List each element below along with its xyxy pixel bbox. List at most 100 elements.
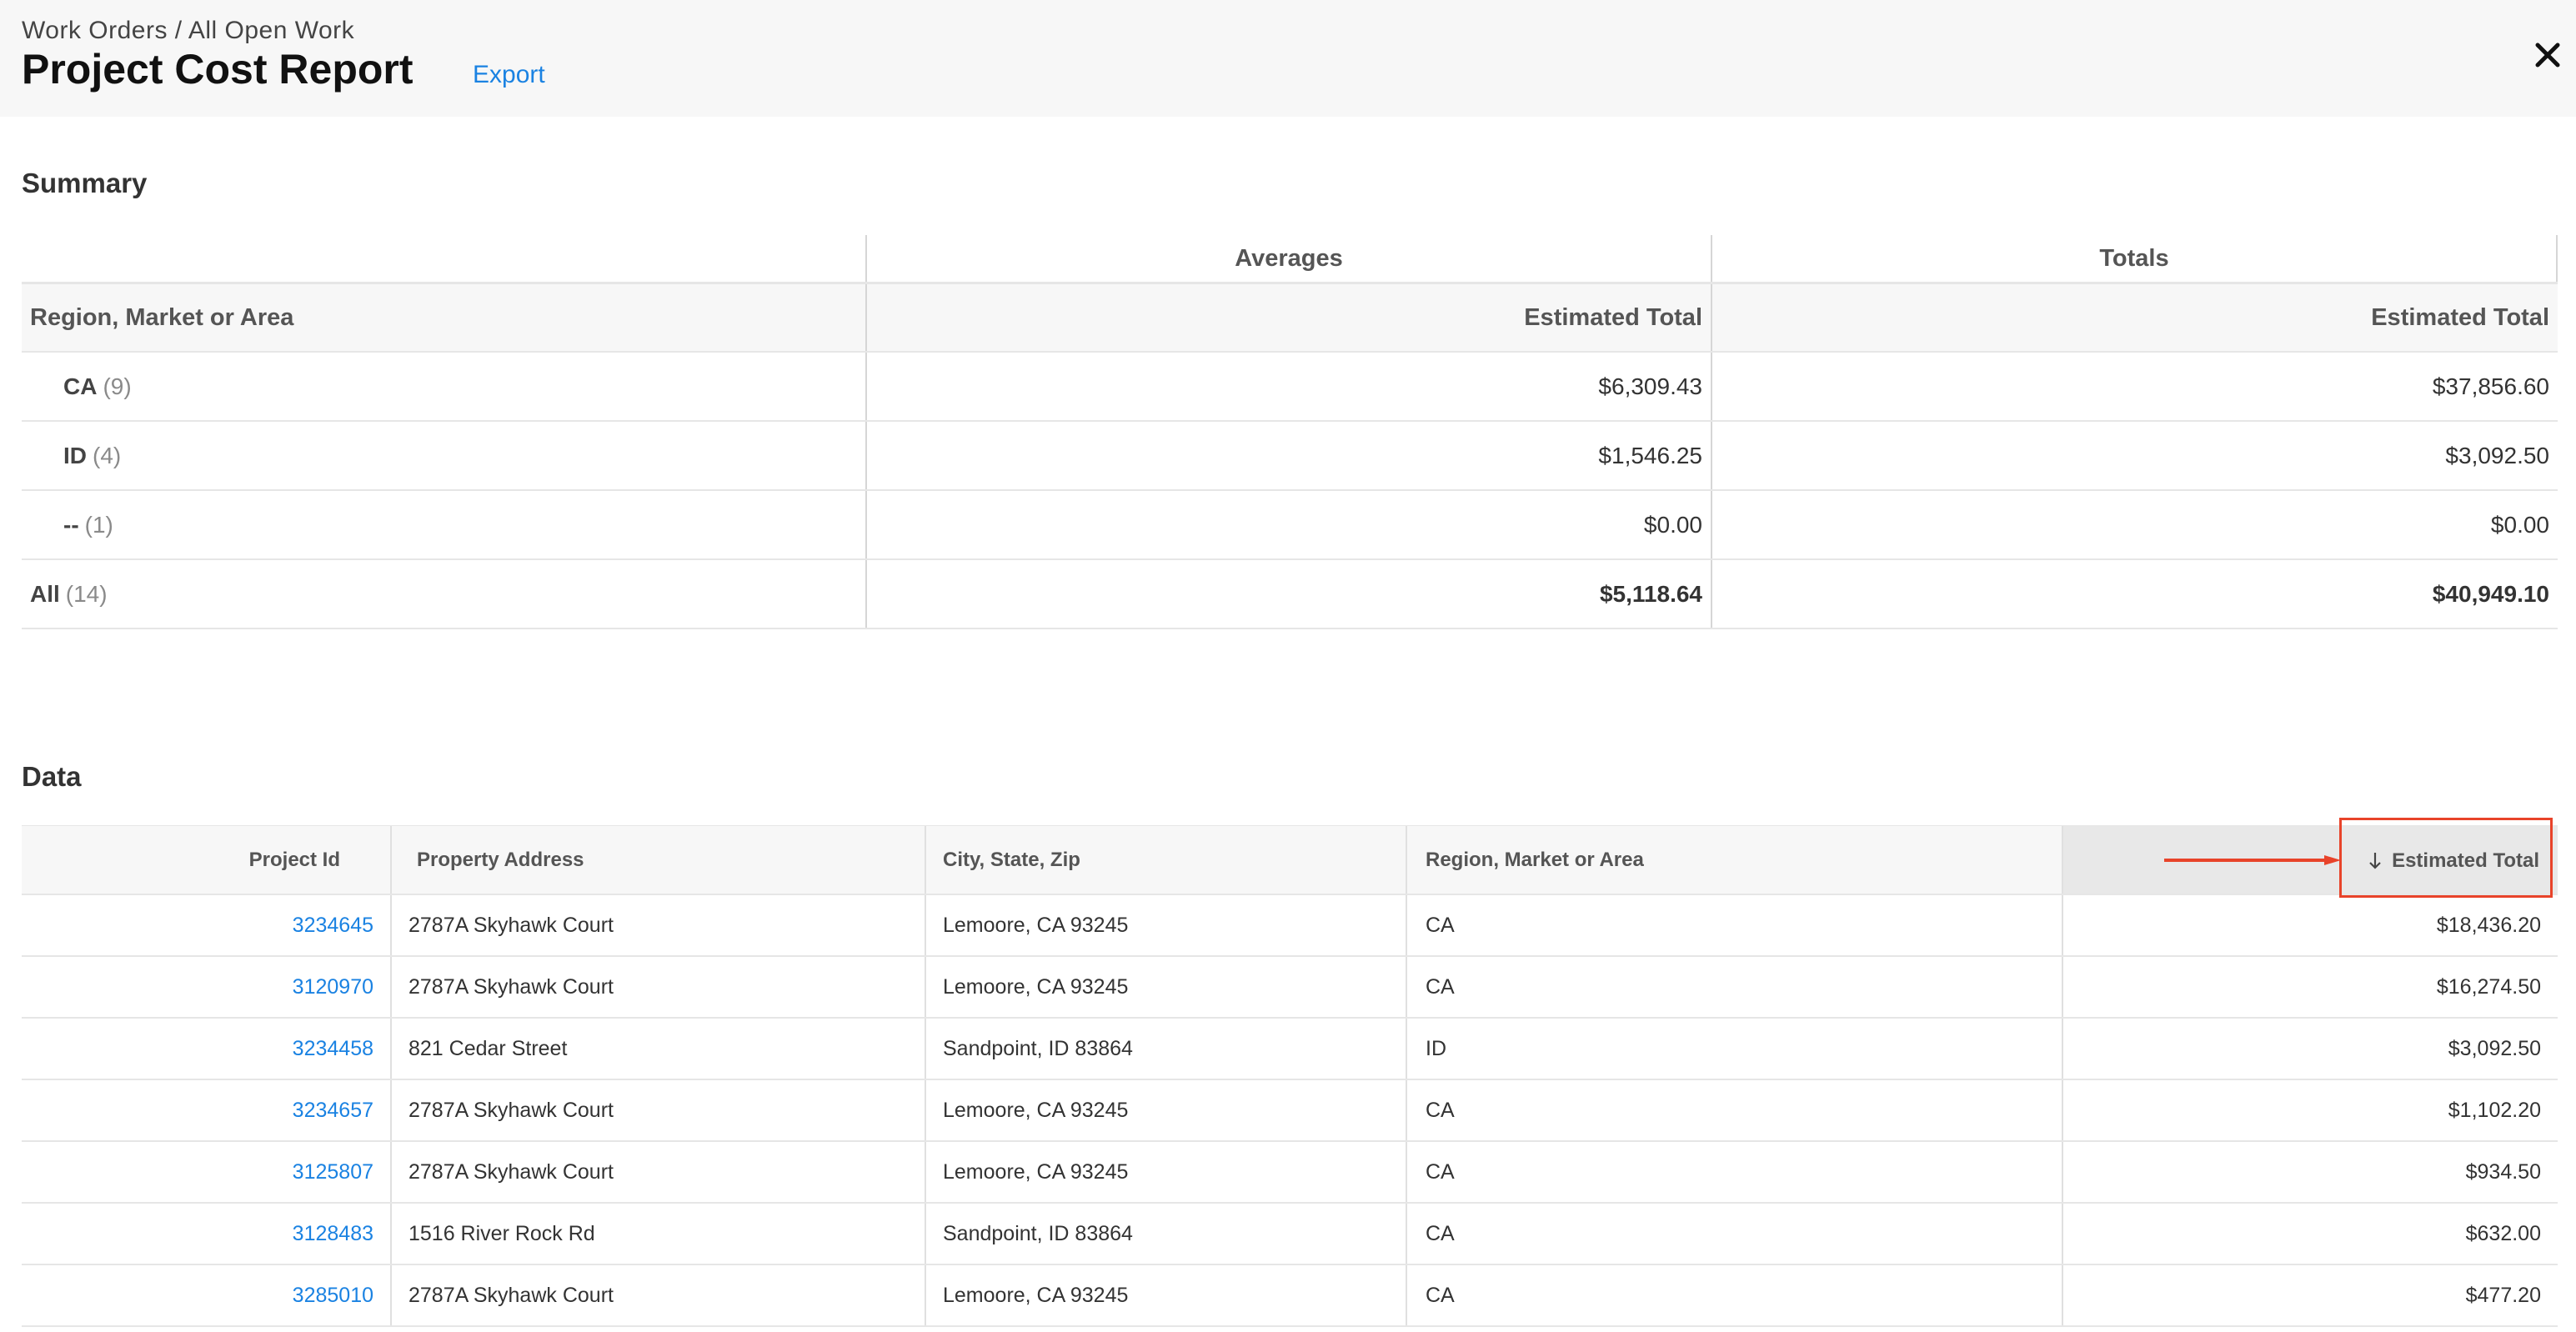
project-id-cell: 3128483 [22, 1204, 392, 1264]
summary-group-averages: Averages [867, 235, 1712, 282]
summary-all-cell: All (14) [22, 560, 867, 628]
table-row[interactable]: 3125807 2787A Skyhawk Court Lemoore, CA … [22, 1142, 2558, 1204]
col-project-id[interactable]: Project Id [22, 826, 392, 894]
city-state-zip-cell: Lemoore, CA 93245 [926, 1265, 1407, 1325]
summary-table: Averages Totals Region, Market or Area E… [22, 235, 2558, 629]
project-id-link[interactable]: 3234645 [292, 913, 373, 937]
city-state-zip-cell: Lemoore, CA 93245 [926, 1142, 1407, 1202]
estimated-total-cell: $1,102.20 [2448, 1098, 2541, 1122]
project-id-link[interactable]: 3234657 [292, 1098, 373, 1122]
property-address-cell: 2787A Skyhawk Court [392, 1142, 926, 1202]
summary-average-value: $6,309.43 [867, 353, 1712, 420]
summary-group-blank [22, 235, 867, 282]
property-address-cell: 2787A Skyhawk Court [392, 957, 926, 1017]
region-cell: ID [1407, 1019, 2063, 1079]
summary-group-header: Averages Totals [22, 235, 2558, 283]
summary-region-label: -- [63, 511, 79, 538]
summary-region-cell: CA (9) [22, 353, 867, 420]
summary-all-average: $5,118.64 [867, 560, 1712, 628]
project-id-cell: 3234657 [22, 1080, 392, 1140]
col-region[interactable]: Region, Market or Area [1407, 826, 2063, 894]
table-row[interactable]: 3234458 821 Cedar Street Sandpoint, ID 8… [22, 1019, 2558, 1080]
summary-col-avg-estimated-total[interactable]: Estimated Total [867, 284, 1712, 351]
summary-all-count: (14) [65, 580, 108, 607]
estimated-total-cell: $18,436.20 [2436, 913, 2541, 937]
header-bar: Work Orders / All Open Work Project Cost… [0, 0, 2576, 117]
page-title: Project Cost Report [22, 46, 413, 93]
estimated-total-cell: $16,274.50 [2436, 974, 2541, 999]
city-state-zip-cell: Sandpoint, ID 83864 [926, 1019, 1407, 1079]
project-id-link[interactable]: 3120970 [292, 974, 373, 999]
table-row[interactable]: 3285010 2787A Skyhawk Court Lemoore, CA … [22, 1265, 2558, 1327]
project-id-link[interactable]: 3128483 [292, 1221, 373, 1245]
summary-region-count: (1) [84, 511, 113, 538]
estimated-total-cell: $934.50 [2465, 1159, 2541, 1184]
col-city-state-zip[interactable]: City, State, Zip [926, 826, 1407, 894]
summary-average-value: $0.00 [867, 491, 1712, 558]
close-button[interactable] [2529, 37, 2566, 73]
estimated-total-cell: $3,092.50 [2448, 1036, 2541, 1060]
project-id-link[interactable]: 3125807 [292, 1159, 373, 1184]
summary-col-total-estimated-total[interactable]: Estimated Total [2371, 303, 2549, 331]
project-id-cell: 3125807 [22, 1142, 392, 1202]
region-cell: CA [1407, 1265, 2063, 1325]
data-table: Project Id Property Address City, State,… [22, 818, 2558, 1327]
summary-total-value: $37,856.60 [2432, 373, 2549, 399]
export-link[interactable]: Export [473, 61, 545, 88]
summary-row: CA (9) $6,309.43 $37,856.60 [22, 353, 2558, 422]
summary-total-value: $3,092.50 [2445, 442, 2549, 468]
region-cell: CA [1407, 1142, 2063, 1202]
summary-region-count: (9) [103, 373, 132, 399]
table-row[interactable]: 3234657 2787A Skyhawk Court Lemoore, CA … [22, 1080, 2558, 1142]
table-row[interactable]: 3120970 2787A Skyhawk Court Lemoore, CA … [22, 957, 2558, 1019]
summary-all-label: All [30, 580, 60, 607]
summary-region-cell: -- (1) [22, 491, 867, 558]
region-cell: CA [1407, 1204, 2063, 1264]
project-id-link[interactable]: 3234458 [292, 1036, 373, 1060]
close-icon [2535, 43, 2560, 68]
col-estimated-total-label: Estimated Total [2392, 849, 2539, 872]
annotation-arrow [2164, 855, 2341, 865]
estimated-total-cell: $632.00 [2465, 1221, 2541, 1245]
project-id-cell: 3234458 [22, 1019, 392, 1079]
summary-average-value: $1,546.25 [867, 422, 1712, 489]
property-address-cell: 2787A Skyhawk Court [392, 895, 926, 955]
table-row[interactable]: 3234645 2787A Skyhawk Court Lemoore, CA … [22, 895, 2558, 957]
summary-col-region[interactable]: Region, Market or Area [22, 284, 867, 351]
project-id-link[interactable]: 3285010 [292, 1283, 373, 1307]
city-state-zip-cell: Lemoore, CA 93245 [926, 1080, 1407, 1140]
project-id-cell: 3120970 [22, 957, 392, 1017]
summary-all-row: All (14) $5,118.64 $40,949.10 [22, 560, 2558, 629]
city-state-zip-cell: Sandpoint, ID 83864 [926, 1204, 1407, 1264]
property-address-cell: 1516 River Rock Rd [392, 1204, 926, 1264]
project-id-cell: 3234645 [22, 895, 392, 955]
summary-all-total: $40,949.10 [2432, 580, 2549, 607]
summary-column-header: Region, Market or Area Estimated Total E… [22, 283, 2558, 353]
data-column-header: Project Id Property Address City, State,… [22, 818, 2558, 898]
summary-region-cell: ID (4) [22, 422, 867, 489]
estimated-total-sort[interactable]: Estimated Total [2367, 826, 2539, 896]
project-id-cell: 3285010 [22, 1265, 392, 1325]
summary-title: Summary [22, 168, 148, 198]
col-property-address[interactable]: Property Address [392, 826, 926, 894]
city-state-zip-cell: Lemoore, CA 93245 [926, 895, 1407, 955]
summary-region-label: ID [63, 442, 87, 468]
table-row[interactable]: 3128483 1516 River Rock Rd Sandpoint, ID… [22, 1204, 2558, 1265]
summary-row: ID (4) $1,546.25 $3,092.50 [22, 422, 2558, 491]
property-address-cell: 2787A Skyhawk Court [392, 1080, 926, 1140]
property-address-cell: 2787A Skyhawk Court [392, 1265, 926, 1325]
region-cell: CA [1407, 895, 2063, 955]
breadcrumb[interactable]: Work Orders / All Open Work [22, 17, 355, 44]
data-title: Data [22, 761, 82, 792]
region-cell: CA [1407, 957, 2063, 1017]
highlight-box [2339, 818, 2553, 898]
summary-total-value: $0.00 [2490, 511, 2549, 538]
summary-region-label: CA [63, 373, 98, 399]
summary-region-count: (4) [93, 442, 122, 468]
estimated-total-cell: $477.20 [2465, 1283, 2541, 1307]
summary-row: -- (1) $0.00 $0.00 [22, 491, 2558, 560]
arrow-down-icon [2369, 853, 2381, 869]
region-cell: CA [1407, 1080, 2063, 1140]
summary-group-totals: Totals [1712, 235, 2558, 282]
property-address-cell: 821 Cedar Street [392, 1019, 926, 1079]
